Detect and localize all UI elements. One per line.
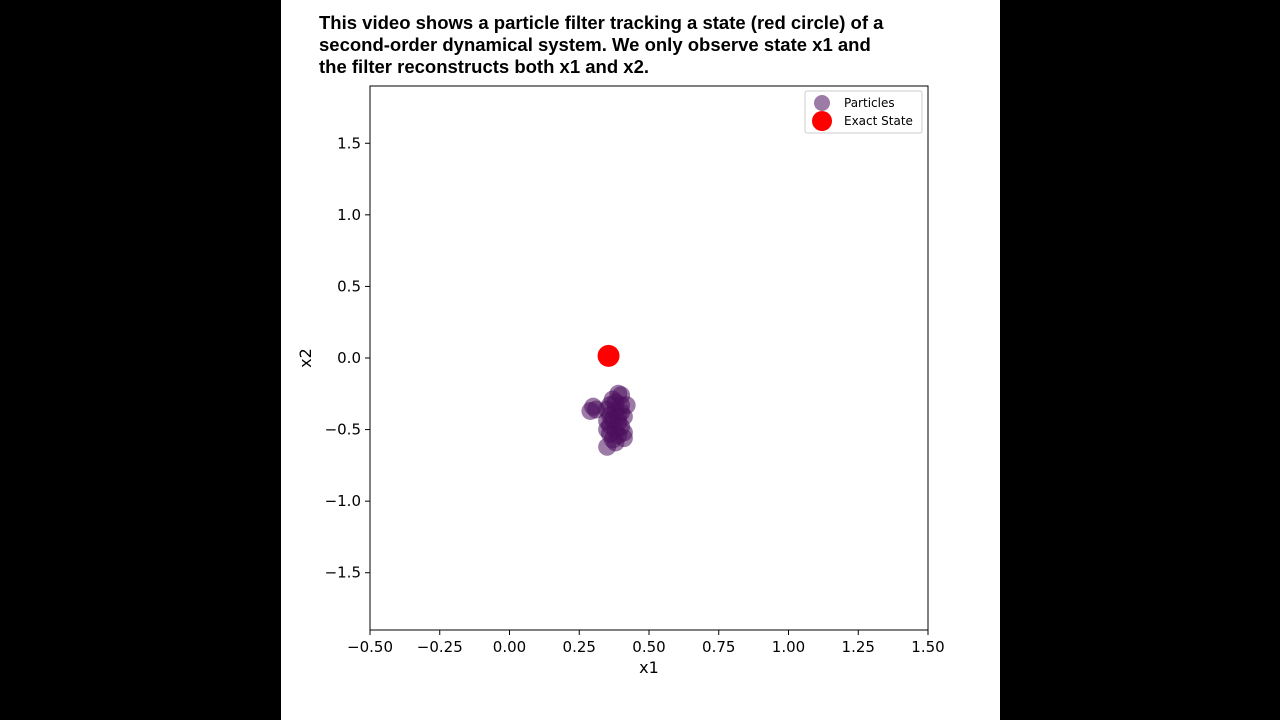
x-tick-label: −0.25 bbox=[417, 638, 463, 656]
caption-line-2: second-order dynamical system. We only o… bbox=[319, 34, 871, 55]
x-tick-label: −0.50 bbox=[347, 638, 393, 656]
video-frame: This video shows a particle filter track… bbox=[281, 0, 1000, 720]
x-axis-ticks: −0.50 −0.25 0.00 0.25 0.50 0.75 1.00 1.25 1.50 bbox=[347, 630, 945, 656]
x-tick-label: 1.50 bbox=[911, 638, 944, 656]
legend-box bbox=[804, 90, 923, 134]
caption-line-3: the filter reconstructs both x1 and x2. bbox=[319, 56, 649, 77]
legend-label-exact-state: Exact State bbox=[844, 114, 913, 128]
legend: Particles Exact State bbox=[804, 90, 923, 134]
particle-cloud bbox=[581, 344, 636, 456]
x-axis-label: x1 bbox=[639, 658, 659, 677]
caption-line-1: This video shows a particle filter track… bbox=[319, 12, 884, 33]
scatter-plot: −0.50 −0.25 0.00 0.25 0.50 0.75 1.00 1.25 1.50 −… bbox=[296, 85, 945, 677]
y-tick-label: 0.0 bbox=[337, 349, 361, 367]
y-tick-label: 1.0 bbox=[337, 206, 361, 224]
legend-marker-particles bbox=[814, 95, 830, 111]
y-tick-label: 0.5 bbox=[337, 277, 361, 295]
x-tick-label: 0.00 bbox=[493, 638, 526, 656]
y-axis-ticks: −1.5 −1.0 −0.5 0.0 0.5 1.0 1.5 bbox=[325, 134, 370, 582]
x-tick-label: 0.50 bbox=[632, 638, 665, 656]
particle-point bbox=[598, 437, 617, 456]
particle-point bbox=[581, 401, 600, 420]
y-tick-label: 1.5 bbox=[337, 134, 361, 152]
y-tick-label: −1.0 bbox=[325, 492, 361, 510]
exact-state-point bbox=[597, 344, 620, 367]
y-axis-label: x2 bbox=[296, 348, 315, 368]
x-tick-label: 1.25 bbox=[842, 638, 875, 656]
legend-marker-exact-state bbox=[812, 111, 832, 131]
caption-text: This video shows a particle filter track… bbox=[319, 12, 959, 78]
x-tick-label: 0.25 bbox=[563, 638, 596, 656]
legend-label-particles: Particles bbox=[844, 96, 895, 110]
x-tick-label: 1.00 bbox=[772, 638, 805, 656]
axes-frame bbox=[369, 85, 929, 631]
y-tick-label: −0.5 bbox=[325, 421, 361, 439]
x-tick-label: 0.75 bbox=[702, 638, 735, 656]
y-tick-label: −1.5 bbox=[325, 564, 361, 582]
